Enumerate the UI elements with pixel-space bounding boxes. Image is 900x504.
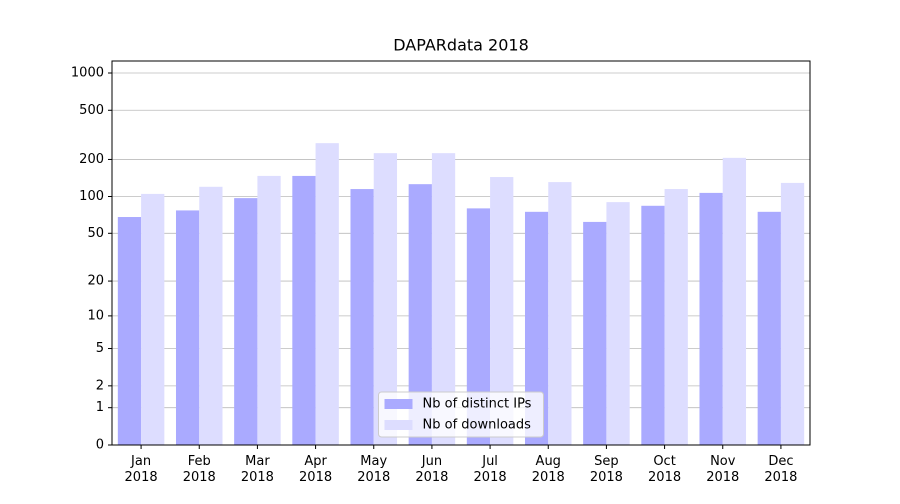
- x-tick-label: May 2018: [357, 454, 390, 485]
- x-tick-label: Nov 2018: [706, 454, 739, 485]
- bar: [141, 193, 165, 445]
- y-tick-label: 10: [87, 308, 104, 323]
- legend-swatch: [384, 420, 413, 430]
- bar: [548, 182, 572, 445]
- bar: [257, 175, 281, 446]
- bar: [117, 217, 142, 445]
- legend-box: [378, 391, 544, 438]
- y-tick-label: 100: [79, 189, 104, 204]
- bar: [641, 205, 665, 445]
- bar: [722, 157, 747, 445]
- y-tick-label: 200: [79, 152, 104, 167]
- bar: [408, 184, 432, 445]
- plot-frame: [111, 60, 811, 446]
- y-tick-label: 5: [96, 341, 104, 356]
- bar: [757, 211, 781, 445]
- y-tick-label: 0: [96, 438, 104, 453]
- y-tick-label: 20: [87, 274, 104, 289]
- x-tick-label: Jun 2018: [415, 454, 448, 485]
- bar: [373, 153, 398, 445]
- bar: [315, 143, 339, 446]
- x-tick-label: Feb 2018: [183, 454, 216, 485]
- x-tick-label: Aug 2018: [532, 454, 565, 485]
- y-tick-label: 50: [87, 226, 104, 241]
- legend: Nb of distinct IPs Nb of downloads: [378, 391, 544, 438]
- bar: [292, 175, 316, 446]
- y-tick-label: 2: [96, 378, 104, 393]
- x-tick-label: Mar 2018: [241, 454, 274, 485]
- bar: [583, 221, 607, 445]
- y-tick-label: 500: [79, 103, 104, 118]
- bar: [175, 210, 200, 445]
- y-tick-label: 1: [96, 400, 104, 415]
- legend-label: Nb of downloads: [423, 418, 532, 433]
- x-tick-label: Sep 2018: [590, 454, 623, 485]
- x-tick-label: Oct 2018: [648, 454, 681, 485]
- bar: [199, 186, 223, 445]
- bar: [490, 177, 514, 445]
- x-tick-label: Apr 2018: [299, 454, 332, 485]
- bar: [780, 182, 805, 445]
- x-tick-label: Jan 2018: [125, 454, 158, 485]
- bar: [350, 189, 374, 445]
- chart-title: DAPARdata 2018: [393, 36, 529, 55]
- bar: [606, 202, 630, 445]
- y-tick-label: 1000: [71, 66, 104, 81]
- bar: [234, 198, 258, 445]
- bar: [664, 189, 688, 445]
- x-tick-label: Dec 2018: [764, 454, 797, 485]
- bar: [431, 153, 456, 445]
- bar: [466, 208, 491, 445]
- legend-swatch: [384, 399, 413, 409]
- bar: [699, 192, 723, 445]
- bar: [524, 211, 549, 445]
- legend-label: Nb of distinct IPs: [423, 397, 532, 412]
- x-tick-label: Jul 2018: [474, 454, 507, 485]
